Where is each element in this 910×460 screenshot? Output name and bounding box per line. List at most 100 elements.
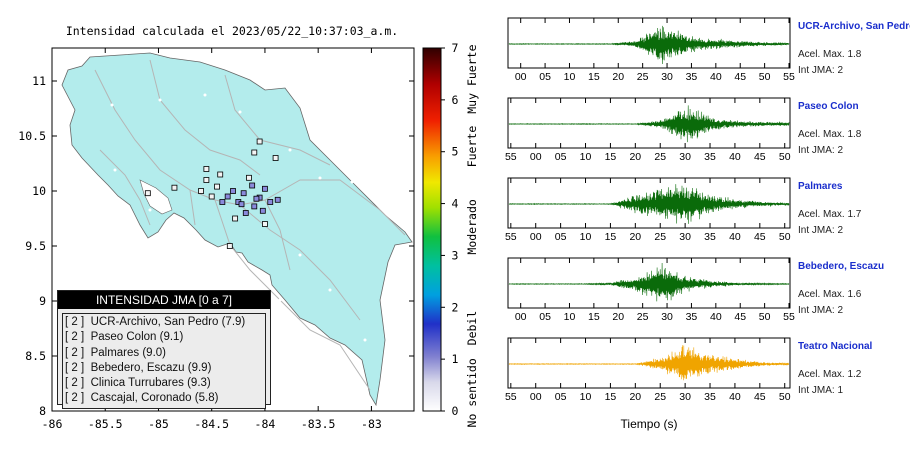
legend-row: [ 2 ] Clinica Turrubares (9.3) [65, 377, 211, 390]
time-tick-label: 05 [539, 311, 551, 323]
station-marker [267, 199, 274, 205]
intensity-legend: INTENSIDAD JMA [0 a 7] [ 2 ] UCR-Archivo… [57, 290, 271, 409]
y-tick-label: 10 [32, 184, 46, 198]
x-tick-label: -86 [42, 417, 63, 431]
colorbar-label: Moderado [465, 199, 479, 254]
time-tick-label: 15 [588, 71, 600, 83]
legend-row: [ 2 ] UCR-Archivo, San Pedro (7.9) [65, 316, 246, 328]
time-tick-label: 10 [580, 391, 592, 403]
x-tick-label: -84.5 [194, 417, 229, 431]
town-markers [110, 93, 394, 342]
accel-max: Acel. Max. 1.8 [798, 49, 862, 60]
legend-title: INTENSIDAD JMA [0 a 7] [58, 291, 270, 309]
legend-row: [ 2 ] Palmares (9.0) [65, 346, 166, 359]
station-marker [230, 188, 236, 194]
time-tick-label: 20 [612, 71, 624, 83]
station-marker [242, 210, 249, 216]
station-marker [272, 155, 279, 161]
y-tick-label: 9 [39, 294, 46, 308]
station-markers [144, 138, 281, 249]
time-tick-label: 55 [505, 391, 517, 403]
time-tick-label: 00 [530, 151, 542, 163]
colorbar-tick-label: 3 [452, 248, 459, 262]
legend-row: [ 2 ] Bebedero, Escazu (9.9) [65, 361, 212, 374]
station-marker [217, 171, 224, 178]
waveform-trace [508, 345, 790, 381]
colorbar-ticks: 0 1 2 3 4 5 6 7 [441, 41, 459, 418]
station-marker [240, 190, 247, 197]
jma-intensity: Int JMA: 2 [798, 65, 843, 76]
time-tick-label: 45 [734, 311, 746, 323]
time-tick-label: 00 [530, 231, 542, 243]
y-tick-label: 8 [39, 404, 46, 418]
time-tick-label: 10 [564, 311, 576, 323]
time-tick-label: 50 [759, 311, 771, 323]
time-tick-label: 50 [779, 151, 791, 163]
jma-intensity: Int JMA: 2 [798, 225, 843, 236]
time-tick-label: 45 [734, 71, 746, 83]
x-tick-label: -83 [361, 417, 382, 431]
time-tick-label: 40 [729, 151, 741, 163]
time-tick-label: 15 [605, 391, 617, 403]
time-tick-label: 50 [779, 231, 791, 243]
station-marker [226, 243, 233, 249]
accel-max: Acel. Max. 1.8 [798, 129, 862, 140]
station-marker [224, 193, 231, 200]
time-tick-label: 35 [704, 151, 716, 163]
station-name: UCR-Archivo, San Pedro [798, 21, 910, 32]
colorbar-labels: No sentido Debil Moderado Fuerte Muy Fuerte [465, 44, 479, 427]
time-tick-label: 30 [661, 311, 673, 323]
waveform-trace [508, 105, 790, 143]
station-marker [198, 188, 204, 194]
time-tick-label: 40 [729, 231, 741, 243]
station-marker [256, 138, 263, 145]
station-marker [274, 196, 281, 203]
time-tick-label: 10 [580, 231, 592, 243]
time-tick-label: 15 [588, 311, 600, 323]
map-title: Intensidad calculada el 2023/05/22_10:37… [66, 24, 398, 38]
time-tick-label: 20 [629, 231, 641, 243]
x-tick-label: -84 [255, 417, 276, 431]
time-tick-label: 25 [654, 231, 666, 243]
time-tick-label: 45 [754, 391, 766, 403]
station-marker [253, 195, 260, 202]
legend-list: [ 2 ] UCR-Archivo, San Pedro (7.9) [ 2 ]… [62, 313, 266, 409]
time-tick-label: 05 [555, 391, 567, 403]
time-tick-label: 20 [629, 151, 641, 163]
accel-max: Acel. Max. 1.6 [798, 289, 862, 300]
time-tick-label: 35 [686, 71, 698, 83]
time-tick-label: 15 [605, 151, 617, 163]
map-y-axis: 11 10.5 10 9.5 9 8.5 8 [18, 74, 414, 418]
y-tick-label: 8.5 [25, 349, 46, 363]
time-tick-label: 00 [515, 311, 527, 323]
station-marker [219, 199, 226, 205]
colorbar-label: No sentido [465, 358, 479, 427]
time-tick-label: 05 [539, 71, 551, 83]
time-tick-label: 40 [710, 311, 722, 323]
time-tick-label: 50 [779, 391, 791, 403]
map-x-axis: -86 -85.5 -85 -84.5 -84 -83.5 -83 [42, 48, 382, 431]
station-marker [203, 166, 210, 172]
station-marker [246, 174, 252, 181]
time-tick-label: 30 [679, 151, 691, 163]
time-tick-label: 10 [564, 71, 576, 83]
accel-max: Acel. Max. 1.2 [798, 369, 862, 380]
legend-row: [ 2 ] Cascajal, Coronado (5.8) [65, 392, 219, 405]
time-tick-label: 50 [759, 71, 771, 83]
jma-intensity: Int JMA: 2 [798, 145, 843, 156]
seismogram: 55 00 05 10 15 20 25 30 35 40 45 50 Paseo Colon Acel.… [505, 97, 862, 163]
station-marker [259, 207, 266, 214]
waveform-trace [508, 25, 790, 65]
time-tick-label: 20 [629, 391, 641, 403]
jma-intensity: Int JMA: 2 [798, 305, 843, 316]
station-marker [171, 184, 178, 191]
legend-row: [ 2 ] Paseo Colon (9.1) [65, 331, 184, 344]
colorbar-tick-label: 2 [452, 300, 459, 314]
time-tick-label: 55 [783, 311, 795, 323]
time-tick-label: 05 [555, 151, 567, 163]
seismogram: 55 00 05 10 15 20 25 30 35 40 45 50 Teatro Nacional A… [505, 337, 872, 403]
waveform-trace [508, 184, 790, 224]
time-tick-label: 05 [555, 231, 567, 243]
station-marker [251, 149, 258, 156]
x-tick-label: -85 [148, 417, 169, 431]
